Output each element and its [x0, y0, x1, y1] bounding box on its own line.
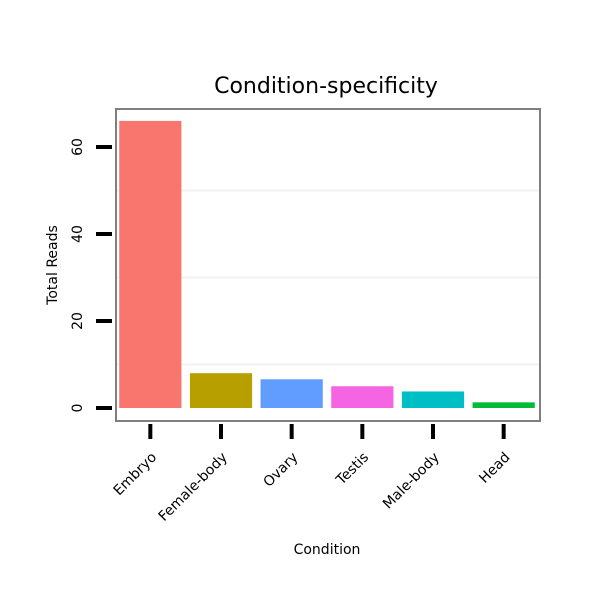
x-tick-label: Head: [476, 450, 513, 487]
grid-lines: [116, 189, 540, 366]
plot-panel: [115, 108, 541, 422]
bars: [119, 120, 535, 409]
y-tick-label: 0: [70, 404, 86, 413]
bar: [472, 402, 535, 408]
y-axis: 0 20 40 60: [70, 138, 112, 412]
bar: [119, 120, 182, 409]
bar: [401, 391, 465, 408]
x-tick-label: Male-body: [380, 450, 443, 513]
bar: [260, 379, 323, 408]
y-axis-label: Total Reads: [45, 225, 61, 306]
chart-title: Condition-specificity: [214, 74, 438, 99]
y-tick-label: 40: [70, 225, 86, 243]
x-tick-label: Embryo: [111, 450, 160, 499]
y-tick-label: 60: [70, 138, 86, 156]
x-tick-label: Ovary: [261, 450, 302, 491]
bar: [189, 373, 253, 408]
x-tick-label: Female-body: [156, 450, 231, 525]
x-axis-label: Condition: [294, 542, 361, 558]
y-tick-label: 20: [70, 312, 86, 330]
x-tick-label: Testis: [333, 450, 372, 489]
bar: [331, 386, 394, 408]
